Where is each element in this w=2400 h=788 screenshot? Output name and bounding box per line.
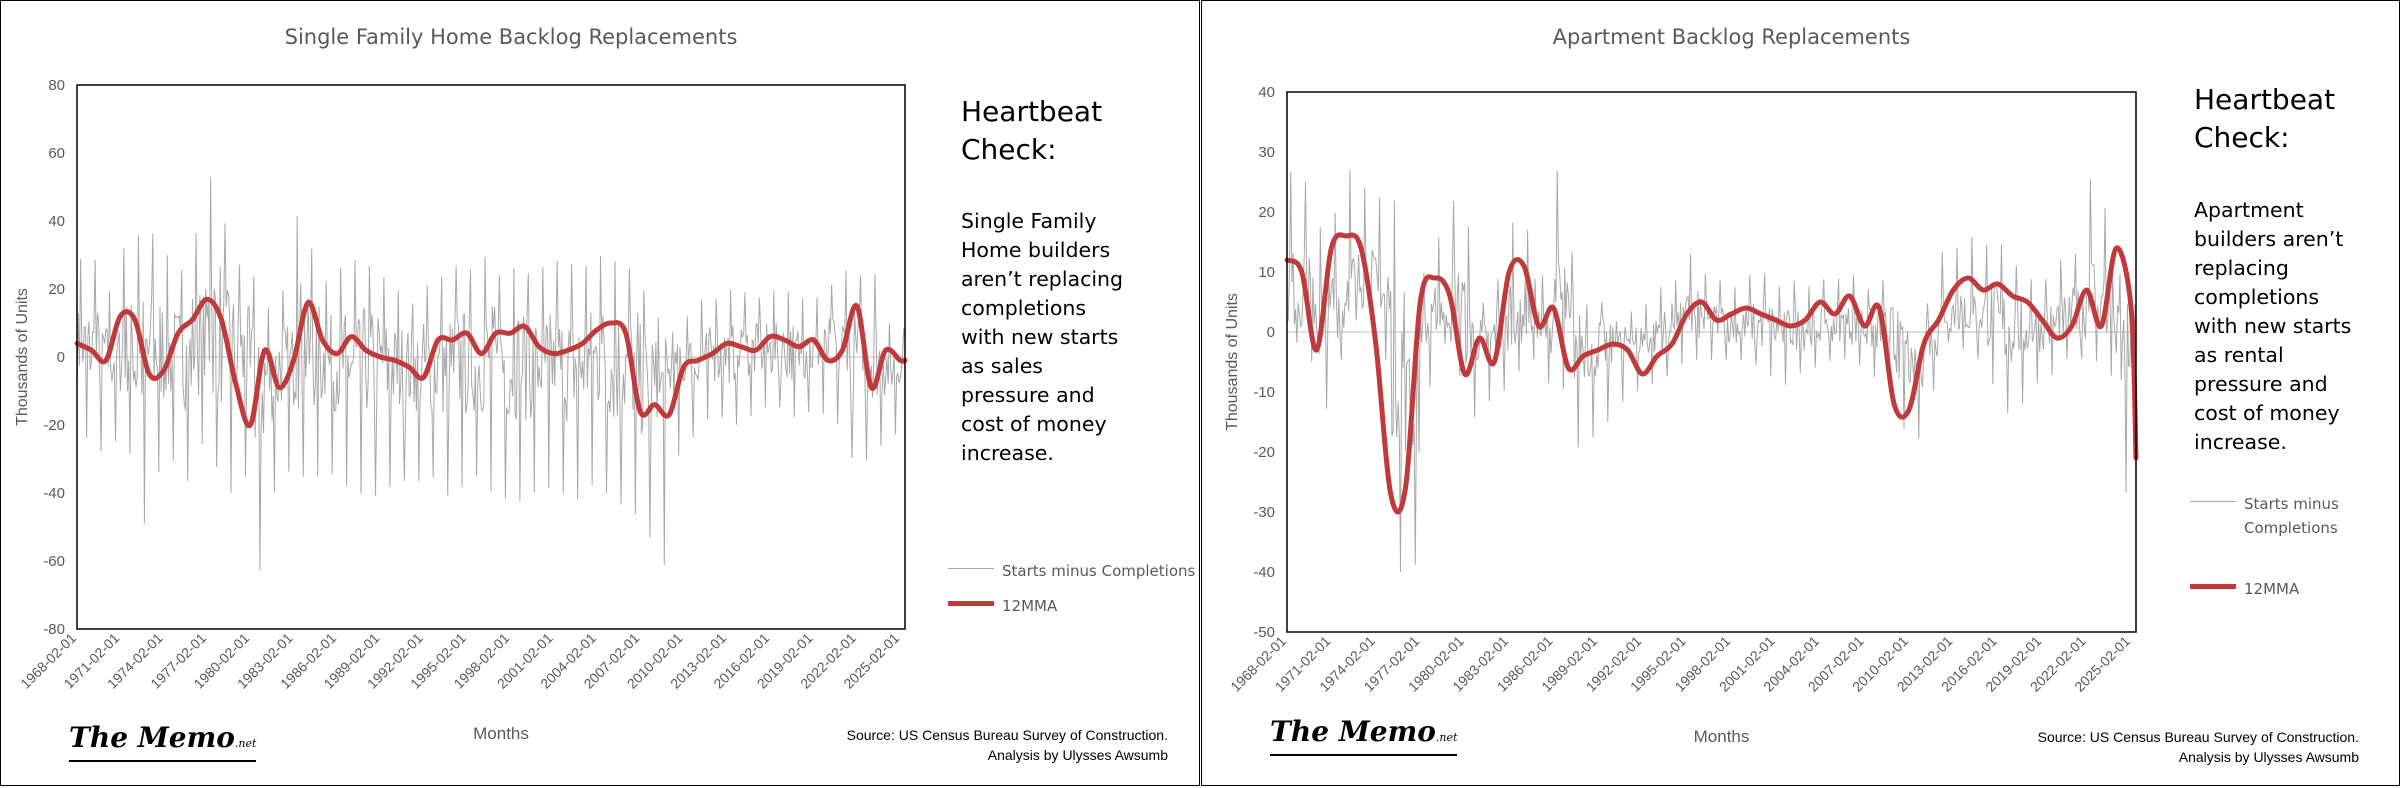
y-tick-label: 10 <box>1258 264 1275 281</box>
legend-label-12mma: 12MMA <box>2244 580 2300 598</box>
y-tick-label: -60 <box>43 553 65 570</box>
y-tick-label: -20 <box>1253 444 1275 461</box>
heartbeat-heading: Heartbeat Check: <box>2194 83 2336 154</box>
heartbeat-text: Apartment builders aren’t replacing comp… <box>2194 198 2352 454</box>
y-tick-label: -20 <box>43 417 65 434</box>
series-line-starts-minus-completions <box>1286 169 2137 572</box>
legend-swatch-raw <box>948 568 994 569</box>
y-axis-label: Thousands of Units <box>14 288 31 426</box>
source-line-2: Analysis by Ulysses Awsumb <box>2178 749 2359 765</box>
y-tick-label: -40 <box>1253 564 1275 581</box>
series-line-12mma <box>74 296 908 429</box>
legend-item-12mma: 12MMA <box>2190 577 2299 601</box>
right-chart-panel: Apartment Backlog Replacements 40 30 20 10 0 -… <box>1201 0 2400 786</box>
y-tick-label: 20 <box>48 281 65 298</box>
y-tick-label: -40 <box>43 485 65 502</box>
the-memo-logo: The Memo.net <box>1270 715 1458 756</box>
source-note: Source: US Census Bureau Survey of Const… <box>847 725 1168 765</box>
y-tick-label: -80 <box>43 621 65 638</box>
plot-frame <box>76 84 906 630</box>
source-note: Source: US Census Bureau Survey of Const… <box>2038 727 2359 767</box>
y-tick-label: 60 <box>48 145 65 162</box>
legend-item-12mma: 12MMA <box>948 594 1057 618</box>
source-line-2: Analysis by Ulysses Awsumb <box>987 747 1168 763</box>
series-line-starts-minus-completions <box>76 177 906 571</box>
legend-item-raw: Starts minus Completions <box>948 559 1195 583</box>
y-tick-label: 0 <box>57 349 65 366</box>
source-line-1: Source: US Census Bureau Survey of Const… <box>846 727 1168 743</box>
legend-swatch-12mma <box>2190 584 2236 589</box>
source-line-1: Source: US Census Bureau Survey of Const… <box>2037 729 2359 745</box>
apartment-chart: Apartment Backlog Replacements 40 30 20 10 0 -… <box>1224 25 2139 746</box>
y-tick-label: 30 <box>1258 144 1275 161</box>
chart-title: Apartment Backlog Replacements <box>1553 25 1911 49</box>
legend-swatch-raw <box>2190 501 2236 502</box>
series-line-12mma <box>1284 232 2139 515</box>
y-tick-label: 40 <box>1258 84 1275 101</box>
logo-suffix: .net <box>1435 731 1458 744</box>
the-memo-logo: The Memo.net <box>69 721 257 762</box>
chart-title: Single Family Home Backlog Replacements <box>285 25 738 49</box>
legend-item-raw: Starts minus Completions <box>2190 492 2354 540</box>
y-tick-label: 40 <box>48 213 65 230</box>
y-tick-label: -50 <box>1253 624 1275 641</box>
heartbeat-text: Single Family Home builders aren’t repla… <box>961 209 1124 465</box>
logo-text: The Memo <box>69 721 235 754</box>
logo-text: The Memo <box>1270 715 1436 748</box>
legend-swatch-12mma <box>948 601 994 606</box>
legend-label-raw: Starts minus Completions <box>1002 562 1196 580</box>
left-chart-panel: Single Family Home Backlog Replacements 8… <box>0 0 1200 786</box>
y-tick-label: 0 <box>1267 324 1275 341</box>
legend-label-12mma: 12MMA <box>1002 597 1058 615</box>
x-axis-label: Months <box>1694 727 1750 746</box>
legend-label-raw: Starts minus Completions <box>2244 495 2339 537</box>
heartbeat-heading: Heartbeat Check: <box>961 95 1103 166</box>
x-axis-label: Months <box>473 724 529 743</box>
y-axis-label: Thousands of Units <box>1224 293 1241 431</box>
y-tick-label: 80 <box>48 77 65 94</box>
y-tick-label: 20 <box>1258 204 1275 221</box>
y-tick-label: -30 <box>1253 504 1275 521</box>
plot-frame <box>1286 91 2137 633</box>
y-tick-label: -10 <box>1253 384 1275 401</box>
single-family-chart: Single Family Home Backlog Replacements 8… <box>14 25 908 743</box>
logo-suffix: .net <box>234 737 257 750</box>
